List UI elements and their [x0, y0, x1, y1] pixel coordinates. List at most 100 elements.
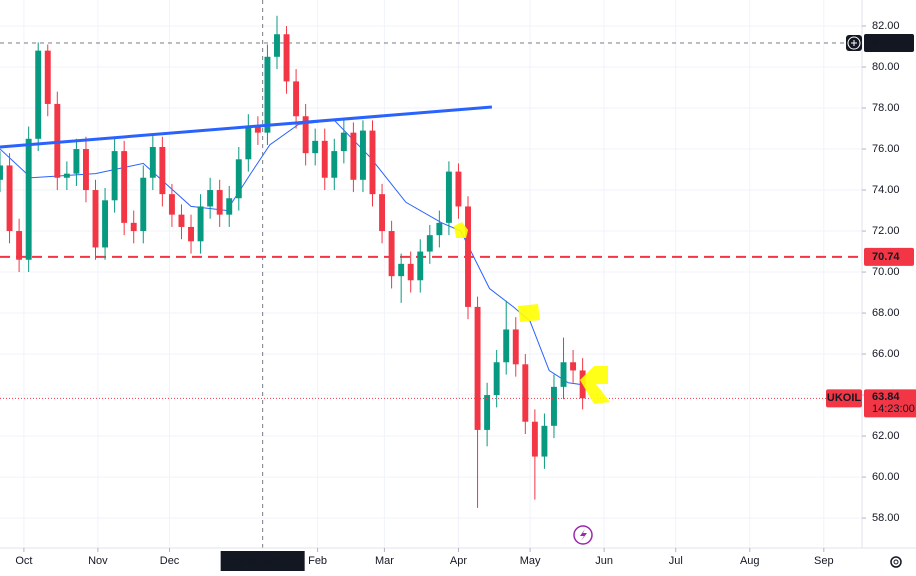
x-tick-label: Apr	[450, 555, 467, 567]
crosshair-label: Thu 09 Jan '25	[225, 555, 300, 567]
candle-body	[63, 173, 70, 178]
candle-body	[445, 171, 452, 223]
last-price-label: 63.84	[872, 391, 900, 403]
y-tick-label: 58.00	[872, 512, 900, 524]
settings-icon[interactable]	[890, 556, 902, 568]
x-tick-label: Jun	[595, 555, 613, 567]
candle-body	[111, 151, 118, 201]
icon-circle	[573, 525, 593, 545]
candle-body	[226, 198, 233, 215]
x-tick-label: Feb	[308, 555, 327, 567]
icon-gear	[890, 556, 902, 568]
highlight	[518, 304, 540, 322]
plus-icon	[847, 36, 861, 50]
candle-body	[130, 222, 137, 232]
candle-body	[149, 146, 156, 178]
candle-body	[102, 200, 109, 248]
last-price-time: 14:23:00	[872, 403, 915, 415]
candle-body	[140, 177, 147, 232]
y-tick-label: 66.00	[872, 348, 900, 360]
price-label-bg	[864, 34, 914, 53]
candle-body	[321, 140, 328, 178]
candle-body	[340, 132, 347, 152]
candle-body	[369, 130, 376, 195]
candle-body	[35, 50, 42, 139]
candle-body	[92, 190, 99, 248]
candle-body	[541, 425, 548, 457]
candle-body	[168, 194, 175, 215]
x-tick-label: Nov	[88, 555, 108, 567]
candle-body	[235, 159, 242, 199]
plus-icon-cross	[851, 40, 857, 47]
y-tick-label: 60.00	[872, 471, 900, 483]
x-tick-label: Aug	[740, 555, 760, 567]
price-label: 70.74	[872, 251, 900, 263]
y-tick-label: 76.00	[872, 143, 900, 155]
y-tick-label: 82.00	[872, 20, 900, 32]
candle-body	[264, 56, 271, 133]
y-tick-label: 70.00	[872, 266, 900, 278]
y-tick-label: 74.00	[872, 184, 900, 196]
candle-body	[522, 364, 529, 422]
candle-body	[73, 149, 80, 174]
candle-body	[197, 206, 204, 242]
candle-body	[188, 226, 194, 242]
x-tick-label: Oct	[15, 555, 32, 567]
icon-bolt	[580, 529, 587, 541]
y-tick-label: 68.00	[872, 307, 900, 319]
candle-body	[0, 165, 3, 180]
x-tick-label: Mar	[375, 555, 394, 567]
candle-body	[178, 214, 185, 227]
candle-body	[359, 130, 366, 180]
symbol-label-bg	[826, 389, 862, 408]
candle-body	[379, 194, 386, 232]
candle-body	[207, 190, 214, 207]
candle-body	[331, 151, 338, 178]
price-label-bg	[864, 247, 914, 266]
highlights	[454, 222, 610, 404]
candle-body	[465, 206, 471, 307]
candle-body	[350, 132, 357, 180]
y-tick-label: 72.00	[872, 225, 900, 237]
candle-body	[83, 149, 89, 191]
x-tick-label: May	[520, 555, 541, 567]
y-tick-label: 80.00	[872, 61, 900, 73]
candle-body	[474, 306, 481, 430]
candle-body	[283, 34, 290, 82]
last-price-bg	[864, 389, 916, 418]
candle-body	[455, 171, 462, 207]
candle-body	[6, 165, 13, 232]
highlight	[580, 366, 610, 404]
candle-body	[312, 140, 319, 154]
candle-body	[44, 50, 51, 104]
candle-body	[426, 235, 433, 252]
crosshair-label-bg	[220, 551, 305, 571]
candle-body	[245, 126, 252, 160]
y-tick-label: 78.00	[872, 102, 900, 114]
candle-body	[216, 190, 223, 215]
candle-body	[254, 126, 261, 133]
highlight	[454, 222, 468, 238]
candle-body	[398, 263, 405, 277]
x-tick-label: Jul	[669, 555, 683, 567]
x-tick-label: Dec	[160, 555, 180, 567]
candle-body	[503, 329, 510, 363]
candle-body	[302, 116, 309, 154]
candle-body	[293, 81, 300, 117]
candle-body	[560, 362, 567, 387]
candle-body	[436, 222, 443, 236]
candle-body	[16, 231, 23, 260]
candle-body	[512, 329, 519, 365]
candle-body	[484, 395, 491, 430]
candle-body	[531, 421, 538, 457]
candle-body	[407, 263, 414, 281]
lightning-icon[interactable]	[573, 525, 593, 545]
candle-body	[570, 362, 577, 371]
x-tick-label: Sep	[814, 555, 834, 567]
candle-body	[388, 231, 395, 277]
price-label: 81.17	[872, 37, 900, 49]
candle-body	[159, 146, 166, 195]
symbol-label: UKOIL	[827, 392, 862, 404]
candle-body	[274, 34, 280, 57]
